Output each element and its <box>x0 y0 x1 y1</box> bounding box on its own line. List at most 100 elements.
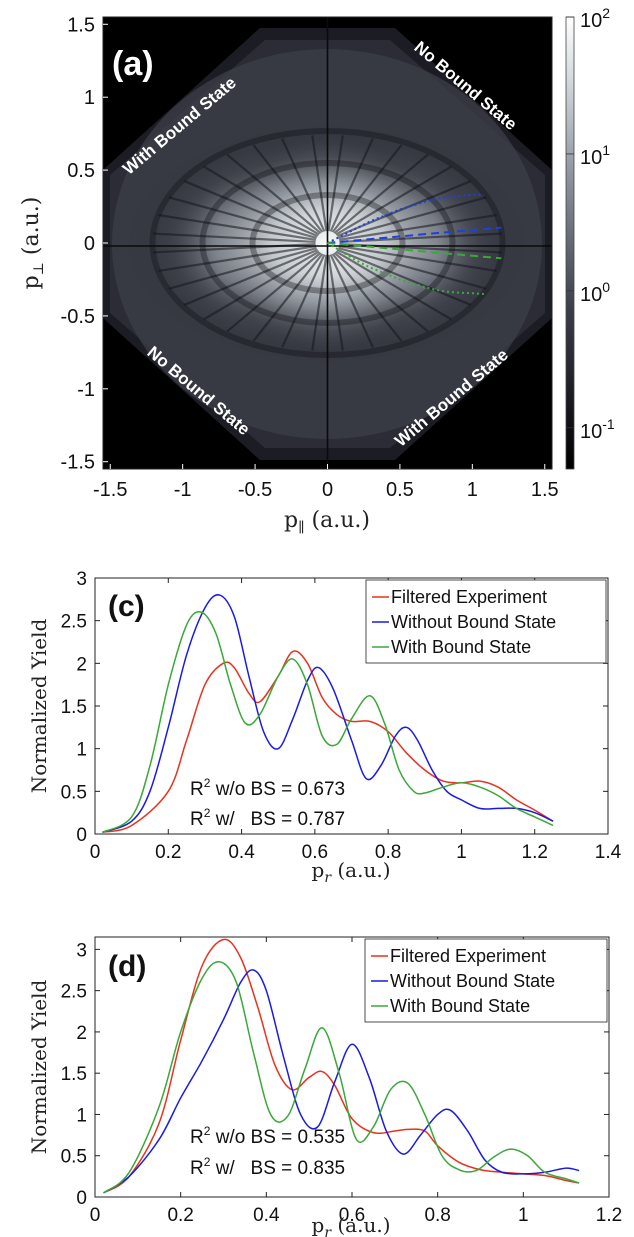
series-line-d-2 <box>103 961 580 1194</box>
ylabel-c: Normalized Yield <box>27 619 51 794</box>
panel-c-line-chart: 0 0.2 0.4 0.6 0.8 1 1.2 1.4 0 0.5 1 1.5 2 2.5 3 (c) Fi… <box>27 569 622 886</box>
ytick-label-c-3: 1.5 <box>61 697 87 718</box>
ylabel-a-sub: ⊥ <box>31 262 47 275</box>
svg-text:R2 w/ BS = 0.835: R2 w/ BS = 0.835 <box>190 1155 345 1179</box>
svg-text:pr (a.u.): pr (a.u.) <box>312 858 391 886</box>
cbar-tick-label-0: 102 <box>580 5 610 32</box>
xtick-label-c-0: 0 <box>90 842 101 863</box>
r2-annotation-d: R2 w/o BS = 0.535 R2 w/ BS = 0.835 <box>190 1124 345 1179</box>
panel-label-d: (d) <box>108 950 146 983</box>
xtick-label-a-3: 0 <box>322 479 333 501</box>
ytick-label-c-5: 2.5 <box>61 612 87 633</box>
r2-d-1-text: w/ BS = 0.835 <box>210 1158 345 1179</box>
series-line-c-0 <box>102 650 554 834</box>
ylabel-a-main: p <box>19 275 44 289</box>
overlay-curve-0 <box>327 193 484 244</box>
xlabel-c-sub: r <box>324 870 332 886</box>
heatmap-image <box>103 17 552 469</box>
xtick-label-d-4: 0.8 <box>424 1205 450 1226</box>
xlabel-d-sub: r <box>324 1225 332 1237</box>
r2-c-0-text: w/o BS = 0.673 <box>210 779 345 800</box>
series-line-d-1 <box>103 969 580 1194</box>
panel-d-line-chart: 0 0.2 0.4 0.6 0.8 1 1.2 0 0.5 1 1.5 2 2.5 3 (d) Filte… <box>27 936 622 1237</box>
ytick-label-d-1: 0.5 <box>61 1147 87 1168</box>
r2-c-0-prefix: R <box>190 779 204 800</box>
ytick-label-a-2: 0.5 <box>67 160 95 182</box>
legend-d: Filtered Experiment Without Bound State … <box>364 938 608 1023</box>
svg-text:pr (a.u.): pr (a.u.) <box>312 1213 391 1237</box>
xtick-label-d-0: 0 <box>90 1205 101 1226</box>
panel-label-c: (c) <box>108 590 145 623</box>
legend-c-box <box>365 579 607 664</box>
xtick-label-c-7: 1.4 <box>595 842 622 863</box>
ytick-label-c-0: 0 <box>76 825 87 846</box>
ytick-label-d-5: 2.5 <box>61 982 87 1003</box>
ytick-label-d-2: 1 <box>76 1105 87 1126</box>
r2-d-1-prefix: R <box>190 1158 204 1179</box>
ytick-label-a-4: -0.5 <box>61 306 95 328</box>
ytick-label-c-1: 0.5 <box>61 782 87 803</box>
xtick-label-a-2: -0.5 <box>238 479 272 501</box>
panel-c-xlabel: pr (a.u.) <box>312 858 391 886</box>
cbar-tick-label-1: 101 <box>580 142 610 169</box>
xtick-label-d-1: 0.2 <box>167 1205 193 1226</box>
ytick-label-a-0: 1.5 <box>67 14 95 36</box>
xtick-label-c-1: 0.2 <box>155 842 181 863</box>
r2-c-1-prefix: R <box>190 809 204 830</box>
xtick-label-d-6: 1.2 <box>596 1205 622 1226</box>
svg-text:R2 w/ BS = 0.787: R2 w/ BS = 0.787 <box>190 806 345 830</box>
r2-annotation-c: R2 w/o BS = 0.673 R2 w/ BS = 0.787 <box>190 776 345 830</box>
r2-c-1-sup: 2 <box>204 806 211 820</box>
panel-a-xlabel: p∥ (a.u.) <box>284 508 370 536</box>
xtick-label-d-3: 0.6 <box>339 1205 365 1226</box>
xtick-label-c-6: 1.2 <box>522 842 548 863</box>
r2-d-0-sup: 2 <box>204 1124 211 1138</box>
xlabel-c-main: p <box>312 858 325 882</box>
cbar-tick-label-3: 10-1 <box>580 416 615 443</box>
series-line-c-1 <box>102 594 554 834</box>
overlay-curve-2 <box>327 242 502 260</box>
xtick-label-a-1: -1 <box>174 479 192 501</box>
ytick-label-d-0: 0 <box>76 1188 87 1209</box>
ytick-label-a-1: 1 <box>84 87 95 109</box>
r2-d-0-text: w/o BS = 0.535 <box>210 1127 345 1148</box>
ytick-label-d-3: 1.5 <box>61 1064 87 1085</box>
xlabel-a-main: p <box>284 508 298 533</box>
xtick-label-c-3: 0.6 <box>302 842 328 863</box>
legend-c-label-0: Filtered Experiment <box>391 587 547 607</box>
colorbar: 102 101 100 10-1 <box>565 5 615 470</box>
xtick-label-c-5: 1 <box>456 842 467 863</box>
cbar-tick-label-2: 100 <box>580 279 610 306</box>
xtick-label-a-6: 1.5 <box>531 479 559 501</box>
svg-text:p∥ (a.u.): p∥ (a.u.) <box>284 508 370 536</box>
panel-a-ylabel: p⊥ (a.u.) <box>19 197 47 290</box>
series-line-c-2 <box>101 611 554 833</box>
legend-d-label-1: Without Bound State <box>390 971 555 991</box>
xlabel-a-unit: (a.u.) <box>305 508 370 533</box>
legend-d-label-0: Filtered Experiment <box>390 946 546 966</box>
r2-c-1-text: w/ BS = 0.787 <box>210 809 345 830</box>
xlabel-d-unit: (a.u.) <box>331 1213 390 1237</box>
ytick-label-c-6: 3 <box>76 569 87 590</box>
panel-label-a: (a) <box>112 45 154 83</box>
xlabel-a-sub: ∥ <box>298 520 304 536</box>
overlay-curve-1 <box>327 226 502 244</box>
xtick-label-a-5: 1 <box>467 479 478 501</box>
legend-c-label-2: With Bound State <box>391 637 531 657</box>
panel-a-heatmap: (a) With Bound State No Bound State No B… <box>19 5 615 536</box>
ytick-label-c-2: 1 <box>76 740 87 761</box>
panel-a-axes: -1.5 -1 -0.5 0 0.5 1 1.5 1.5 1 0.5 0 -0.5 -1 -1.5 <box>61 14 559 501</box>
xtick-label-c-2: 0.4 <box>228 842 255 863</box>
r2-d-1-sup: 2 <box>204 1155 211 1169</box>
ytick-label-a-6: -1.5 <box>61 452 95 474</box>
ylabel-d: Normalized Yield <box>27 980 51 1155</box>
xtick-label-d-5: 1 <box>518 1205 529 1226</box>
xlabel-c-unit: (a.u.) <box>331 858 390 882</box>
legend-c-label-1: Without Bound State <box>391 612 556 632</box>
ylabel-a-unit: (a.u.) <box>19 197 44 262</box>
panel-d-xlabel: pr (a.u.) <box>312 1213 391 1237</box>
ytick-label-d-4: 2 <box>76 1023 87 1044</box>
ytick-label-c-4: 2 <box>76 654 87 675</box>
ytick-label-a-5: -1 <box>77 379 95 401</box>
xtick-label-d-2: 0.4 <box>253 1205 280 1226</box>
